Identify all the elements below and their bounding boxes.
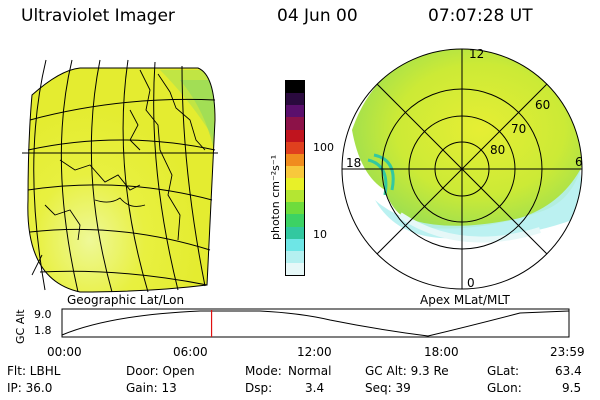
colorbar-band [286, 117, 304, 130]
colorbar-band [286, 190, 304, 203]
glon-label: GLon: [487, 381, 522, 395]
altitude-xtick-2359: 23:59 [550, 345, 585, 359]
colorbar-band [286, 178, 304, 191]
observation-date: 04 Jun 00 [277, 6, 358, 26]
colorbar-tick-100: 100 [313, 141, 334, 154]
instrument-title: Ultraviolet Imager [21, 6, 175, 26]
mlt-label-12: 12 [469, 47, 485, 61]
color-scale-bar [285, 80, 305, 276]
door-status: Door: Open [126, 364, 195, 378]
mode-label: Mode: [245, 364, 282, 378]
colorbar-band [286, 129, 304, 142]
ip-status: IP: 36.0 [7, 381, 53, 395]
mlat-label-70: 70 [511, 122, 527, 136]
altitude-xtick-1200: 12:00 [297, 345, 332, 359]
colorbar-band [286, 153, 304, 166]
colorbar-band [286, 226, 304, 239]
colorbar-band [286, 141, 304, 154]
colorbar-band [286, 250, 304, 263]
colorbar-tick-10: 10 [313, 228, 327, 241]
mlt-label-6: 6 [575, 155, 583, 169]
colorbar-band [286, 238, 304, 251]
dsp-label: Dsp: [245, 381, 273, 395]
gain-status: Gain: 13 [126, 381, 177, 395]
mlat-label-60: 60 [535, 98, 551, 112]
colorbar-band [286, 165, 304, 178]
altitude-xtick-0600: 06:00 [173, 345, 208, 359]
mlt-label-18: 18 [346, 156, 362, 170]
altitude-xtick-0000: 00:00 [47, 345, 82, 359]
seq-status: Seq: 39 [365, 381, 411, 395]
colorbar-band [286, 93, 304, 106]
colorbar-band [286, 262, 304, 275]
altitude-xtick-1800: 18:00 [424, 345, 459, 359]
polar-caption: Apex MLat/MLT [420, 293, 510, 307]
observation-time: 07:07:28 UT [428, 6, 533, 26]
altitude-ytick-9: 9.0 [34, 308, 52, 321]
mlt-label-0: 0 [467, 276, 475, 290]
colorbar-band [286, 202, 304, 215]
mlat-label-80: 80 [490, 143, 506, 157]
glat-label: GLat: [487, 364, 520, 378]
dsp-value: 3.4 [305, 381, 325, 395]
glat-value: 63.4 [555, 364, 582, 378]
colorbar-band [286, 105, 304, 118]
glon-value: 9.5 [562, 381, 582, 395]
colorbar-band [286, 81, 304, 94]
mode-value: Normal [288, 364, 332, 378]
gc-alt-status: GC Alt: 9.3 Re [365, 364, 449, 378]
colorbar-band [286, 214, 304, 227]
altitude-ytick-1-8: 1.8 [34, 324, 52, 337]
filter-status: Flt: LBHL [7, 364, 61, 378]
geographic-caption: Geographic Lat/Lon [67, 293, 185, 307]
